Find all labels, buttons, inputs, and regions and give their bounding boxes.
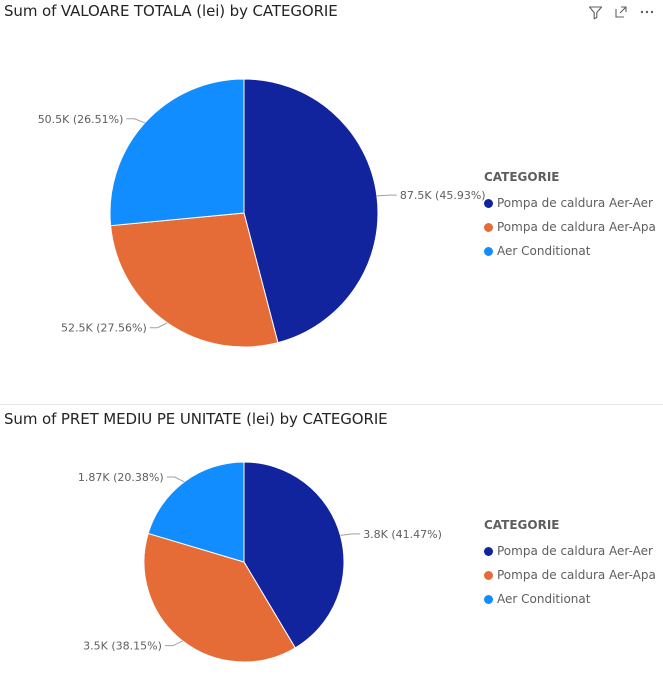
legend-item-aer-conditionat[interactable]: Aer Conditionat — [484, 239, 656, 263]
legend-item-pompa-aer-apa[interactable]: Pompa de caldura Aer-Apa — [484, 215, 656, 239]
data-label: 87.5K (45.93%) — [400, 189, 486, 202]
pie-slice[interactable] — [243, 461, 345, 649]
data-label: 50.5K (26.51%) — [38, 113, 124, 126]
legend-label: Pompa de caldura Aer-Apa — [497, 568, 656, 582]
legend-marker — [484, 246, 493, 256]
legend-label: Pompa de caldura Aer-Aer — [497, 196, 653, 210]
legend-label: Pompa de caldura Aer-Aer — [497, 544, 653, 558]
pie-slice[interactable] — [110, 212, 279, 348]
leader-line — [149, 322, 168, 329]
legend-title: CATEGORIE — [484, 518, 560, 532]
data-label: 1.87K (20.38%) — [78, 471, 164, 484]
chart-title: Sum of VALOARE TOTALA (lei) by CATEGORIE — [4, 2, 338, 20]
focus-mode-icon[interactable] — [613, 4, 629, 20]
legend-marker — [484, 570, 493, 580]
legend-marker — [484, 222, 493, 232]
legend-marker — [484, 594, 493, 604]
more-options-icon[interactable] — [639, 4, 655, 20]
legend-marker — [484, 198, 493, 208]
leader-line — [376, 194, 397, 197]
leader-line — [164, 640, 183, 647]
pie-slice[interactable] — [243, 78, 379, 344]
data-label: 3.8K (41.47%) — [363, 528, 442, 541]
legend-title: CATEGORIE — [484, 170, 560, 184]
chart-legend: CATEGORIE Pompa de caldura Aer-Aer Pompa… — [484, 518, 656, 611]
legend-item-pompa-aer-apa[interactable]: Pompa de caldura Aer-Apa — [484, 563, 656, 587]
pie-slice[interactable] — [143, 532, 296, 663]
chart-title: Sum of PRET MEDIU PE UNITATE (lei) by CA… — [4, 410, 388, 428]
pie-slice[interactable] — [109, 78, 245, 227]
pie-chart-plot: 87.5K (45.93%) 52.5K (27.56%) 50.5K (26.51… — [38, 78, 486, 348]
filter-icon[interactable] — [587, 4, 603, 20]
legend-item-pompa-aer-aer[interactable]: Pompa de caldura Aer-Aer — [484, 191, 656, 215]
legend-item-pompa-aer-aer[interactable]: Pompa de caldura Aer-Aer — [484, 539, 656, 563]
leader-line — [126, 118, 146, 124]
legend-marker — [484, 546, 493, 556]
pie-chart-visual-pret-mediu: Sum of PRET MEDIU PE UNITATE (lei) by CA… — [0, 408, 663, 696]
visual-header-icons — [587, 4, 655, 20]
legend-label: Pompa de caldura Aer-Apa — [497, 220, 656, 234]
pie-chart-visual-valoare-totala: Sum of VALOARE TOTALA (lei) by CATEGORIE… — [4, 2, 656, 348]
legend-label: Aer Conditionat — [497, 244, 591, 258]
leader-line — [166, 476, 185, 483]
visual-divider — [0, 404, 663, 405]
chart-legend: CATEGORIE Pompa de caldura Aer-Aer Pompa… — [484, 170, 656, 263]
legend-item-aer-conditionat[interactable]: Aer Conditionat — [484, 587, 656, 611]
data-label: 3.5K (38.15%) — [83, 640, 162, 653]
data-label: 52.5K (27.56%) — [61, 322, 147, 335]
leader-line — [340, 533, 361, 536]
pie-chart-plot: 3.8K (41.47%) 3.5K (38.15%) 1.87K (20.38%) — [78, 461, 442, 663]
legend-label: Aer Conditionat — [497, 592, 591, 606]
